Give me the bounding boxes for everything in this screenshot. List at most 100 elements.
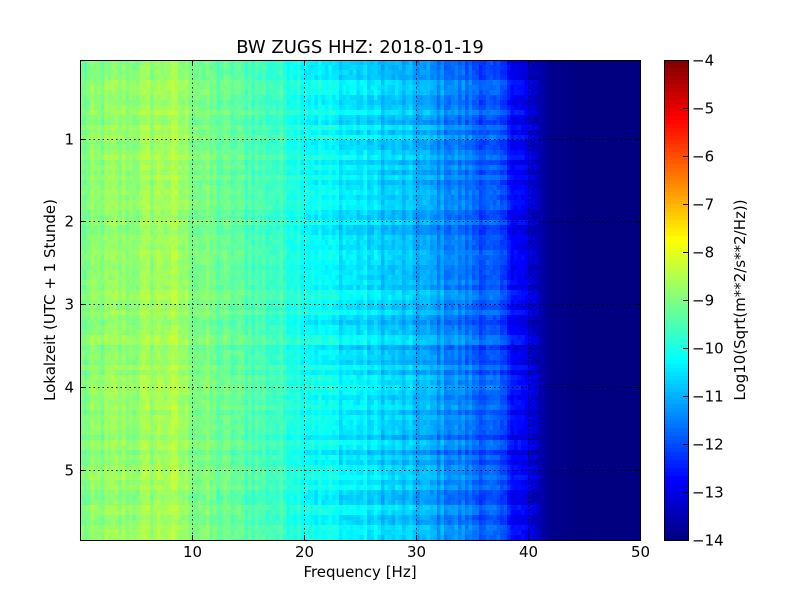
heatmap-cell (241, 160, 246, 166)
heatmap-cell (493, 135, 498, 141)
heatmap-cell (510, 115, 515, 121)
heatmap-cell (307, 95, 312, 101)
heatmap-cell (279, 175, 284, 181)
heatmap-cell (433, 200, 438, 206)
heatmap-cell (626, 160, 631, 166)
heatmap-cell (143, 95, 148, 101)
heatmap-cell (297, 85, 302, 91)
heatmap-cell (458, 85, 463, 91)
heatmap-cell (510, 205, 515, 211)
heatmap-cell (192, 150, 197, 156)
heatmap-cell (265, 165, 270, 171)
heatmap-cell (493, 160, 498, 166)
heatmap-cell (458, 100, 463, 106)
heatmap-cell (542, 185, 547, 191)
heatmap-cell (230, 200, 235, 206)
heatmap-cell (510, 155, 515, 161)
heatmap-cell (115, 165, 120, 171)
heatmap-cell (286, 210, 291, 216)
heatmap-cell (468, 170, 473, 176)
heatmap-cell (626, 90, 631, 96)
heatmap-cell (531, 105, 536, 111)
heatmap-cell (426, 160, 431, 166)
heatmap-cell (129, 120, 134, 126)
heatmap-cell (223, 125, 228, 131)
heatmap-cell (433, 125, 438, 131)
heatmap-cell (454, 170, 459, 176)
heatmap-cell (300, 85, 305, 91)
heatmap-cell (104, 165, 109, 171)
heatmap-cell (486, 195, 491, 201)
heatmap-cell (339, 180, 344, 186)
heatmap-cell (633, 125, 638, 131)
heatmap-cell (552, 210, 557, 216)
heatmap-cell (293, 70, 298, 76)
heatmap-cell (234, 190, 239, 196)
heatmap-cell (185, 195, 190, 201)
heatmap-cell (97, 170, 102, 176)
heatmap-cell (290, 60, 295, 66)
heatmap-cell (115, 150, 120, 156)
heatmap-cell (566, 210, 571, 216)
heatmap-cell (440, 65, 445, 71)
heatmap-cell (118, 150, 123, 156)
heatmap-cell (216, 155, 221, 161)
heatmap-cell (622, 110, 627, 116)
heatmap-cell (367, 165, 372, 171)
heatmap-cell (629, 175, 634, 181)
heatmap-cell (164, 200, 169, 206)
heatmap-cell (580, 80, 585, 86)
heatmap-cell (475, 130, 480, 136)
heatmap-cell (587, 150, 592, 156)
heatmap-cell (307, 110, 312, 116)
heatmap-cell (328, 145, 333, 151)
heatmap-cell (580, 150, 585, 156)
heatmap-cell (97, 105, 102, 111)
heatmap-cell (342, 80, 347, 86)
heatmap-cell (265, 140, 270, 146)
heatmap-cell (570, 155, 575, 161)
heatmap-cell (563, 170, 568, 176)
heatmap-cell (122, 120, 127, 126)
heatmap-cell (549, 80, 554, 86)
heatmap-cell (314, 135, 319, 141)
heatmap-cell (304, 85, 309, 91)
heatmap-cell (318, 65, 323, 71)
heatmap-cell (332, 115, 337, 121)
heatmap-cell (412, 165, 417, 171)
heatmap-cell (181, 120, 186, 126)
heatmap-cell (157, 160, 162, 166)
heatmap-cell (265, 210, 270, 216)
heatmap-cell (395, 60, 400, 66)
heatmap-cell (314, 130, 319, 136)
heatmap-cell (465, 195, 470, 201)
heatmap-cell (370, 130, 375, 136)
heatmap-cell (563, 195, 568, 201)
heatmap-cell (192, 200, 197, 206)
heatmap-cell (234, 80, 239, 86)
heatmap-cell (468, 90, 473, 96)
heatmap-cell (619, 190, 624, 196)
heatmap-cell (552, 70, 557, 76)
heatmap-cell (269, 210, 274, 216)
heatmap-cell (412, 135, 417, 141)
heatmap-cell (454, 95, 459, 101)
heatmap-cell (377, 135, 382, 141)
heatmap-cell (587, 160, 592, 166)
heatmap-cell (83, 150, 88, 156)
heatmap-cell (552, 145, 557, 151)
heatmap-cell (510, 185, 515, 191)
heatmap-cell (262, 65, 267, 71)
heatmap-cell (178, 195, 183, 201)
heatmap-cell (237, 190, 242, 196)
heatmap-cell (97, 90, 102, 96)
heatmap-cell (136, 65, 141, 71)
heatmap-cell (538, 180, 543, 186)
heatmap-cell (251, 150, 256, 156)
heatmap-cell (573, 205, 578, 211)
heatmap-cell (605, 150, 610, 156)
heatmap-cell (472, 150, 477, 156)
heatmap-cell (395, 170, 400, 176)
heatmap-cell (118, 170, 123, 176)
heatmap-cell (234, 160, 239, 166)
